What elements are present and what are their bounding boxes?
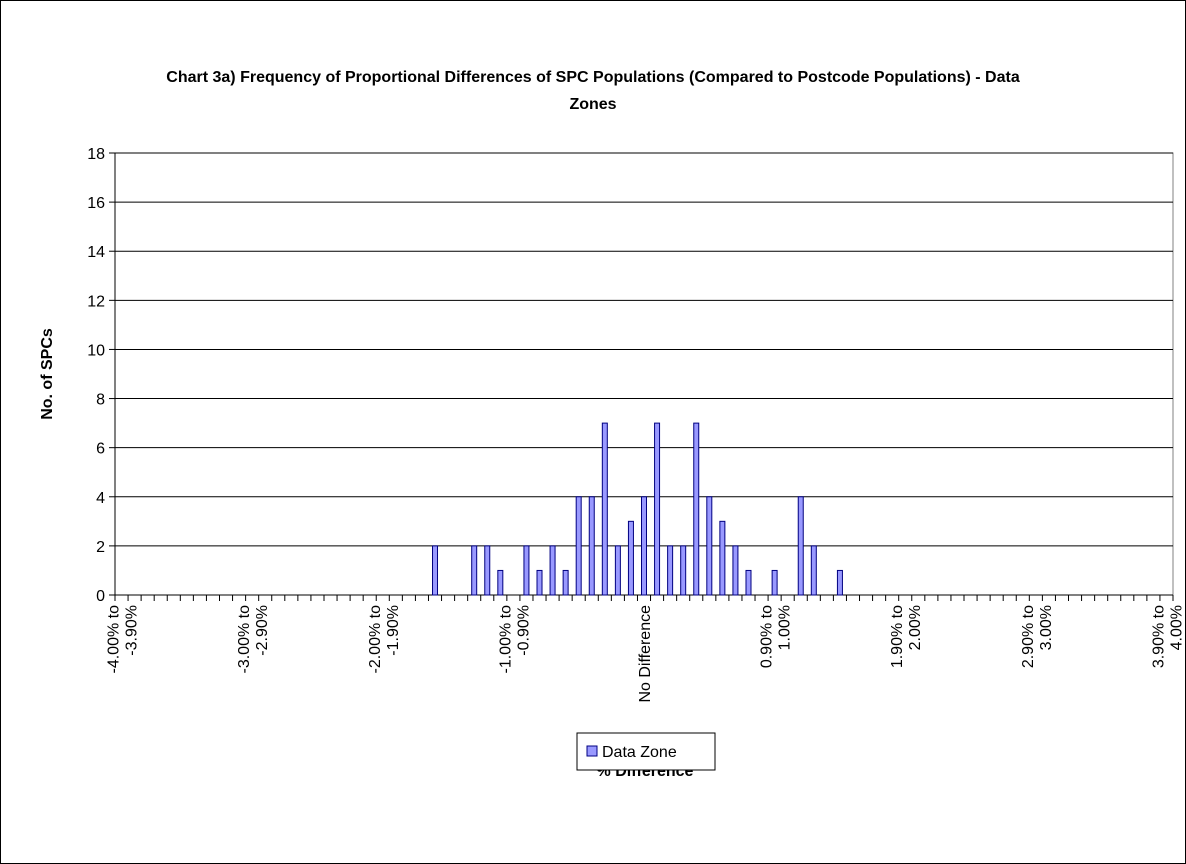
x-tick-label: -1.00% to-0.90% [497, 605, 532, 674]
x-tick-label-line: 2.90% to [1020, 605, 1037, 668]
x-tick-label-line: -1.00% to [497, 605, 514, 674]
bar [549, 545, 556, 596]
x-tick-label: -4.00% to-3.90% [106, 605, 141, 674]
x-tick-label-line: -2.00% to [367, 605, 384, 674]
bar [836, 569, 843, 596]
x-tick-label-line: -3.90% [124, 605, 141, 656]
x-tick-label-line: -0.90% [515, 605, 532, 656]
y-tick-label: 14 [87, 244, 105, 261]
legend-swatch [586, 745, 598, 757]
bar [641, 496, 647, 596]
y-tick-label: 6 [96, 441, 105, 458]
x-tick-label: -2.00% to-1.90% [367, 605, 402, 674]
y-axis-label: No. of SPCs [39, 328, 56, 420]
bar [771, 569, 778, 596]
bar [693, 422, 700, 596]
y-tick-label: 4 [96, 490, 105, 507]
bar [627, 520, 634, 596]
bar [601, 422, 608, 596]
x-tick-label-line: 1.00% [777, 605, 794, 650]
x-tick-label-line: -3.00% to [236, 605, 253, 674]
y-tick-label: 10 [87, 342, 105, 359]
bar [523, 545, 530, 596]
x-tick-label-line: -1.90% [385, 605, 402, 656]
x-tick-label-line: -4.00% to [106, 605, 123, 674]
bar [471, 545, 478, 596]
bar [706, 496, 713, 596]
bar [680, 545, 687, 596]
legend-box [576, 732, 716, 771]
bar [654, 422, 661, 596]
y-tick-label: 16 [87, 195, 105, 212]
chart-title: Chart 3a) Frequency of Proportional Diff… [166, 69, 1020, 113]
y-tick-label: 12 [87, 293, 105, 310]
x-tick-label-line: 4.00% [1168, 605, 1185, 650]
x-tick-label: 3.90% to4.00% [1150, 605, 1185, 668]
bar [575, 496, 582, 596]
x-tick-label: -3.00% to-2.90% [236, 605, 271, 674]
bar [745, 569, 752, 596]
bar [588, 496, 595, 596]
bar [810, 545, 817, 596]
x-tick-label: 2.90% to3.00% [1020, 605, 1055, 668]
bar [562, 569, 569, 596]
bar [732, 545, 739, 596]
x-tick-label-line: 2.00% [907, 605, 924, 650]
bar [719, 520, 726, 596]
bar [667, 545, 674, 596]
bar [797, 496, 804, 596]
x-tick-label: 0.90% to1.00% [759, 605, 794, 668]
y-tick-label: 2 [96, 539, 105, 556]
x-tick-label: 1.90% to2.00% [889, 605, 924, 668]
bar [497, 569, 504, 596]
legend-label: Data Zone [602, 744, 677, 761]
x-tick-label: No Difference [637, 605, 654, 703]
x-tick-label-line: -2.90% [254, 605, 271, 656]
bar [432, 545, 439, 596]
x-tick-label-line: 0.90% to [759, 605, 776, 668]
y-tick-label: 18 [87, 146, 105, 163]
x-tick-label-line: 3.90% to [1150, 605, 1167, 668]
bar [614, 545, 621, 596]
x-tick-label-line: 3.00% [1038, 605, 1055, 650]
y-tick-label: 0 [96, 588, 105, 605]
bar [536, 569, 543, 596]
x-tick-label-line: 1.90% to [889, 605, 906, 668]
bar [484, 545, 491, 596]
y-tick-label: 8 [96, 392, 105, 409]
